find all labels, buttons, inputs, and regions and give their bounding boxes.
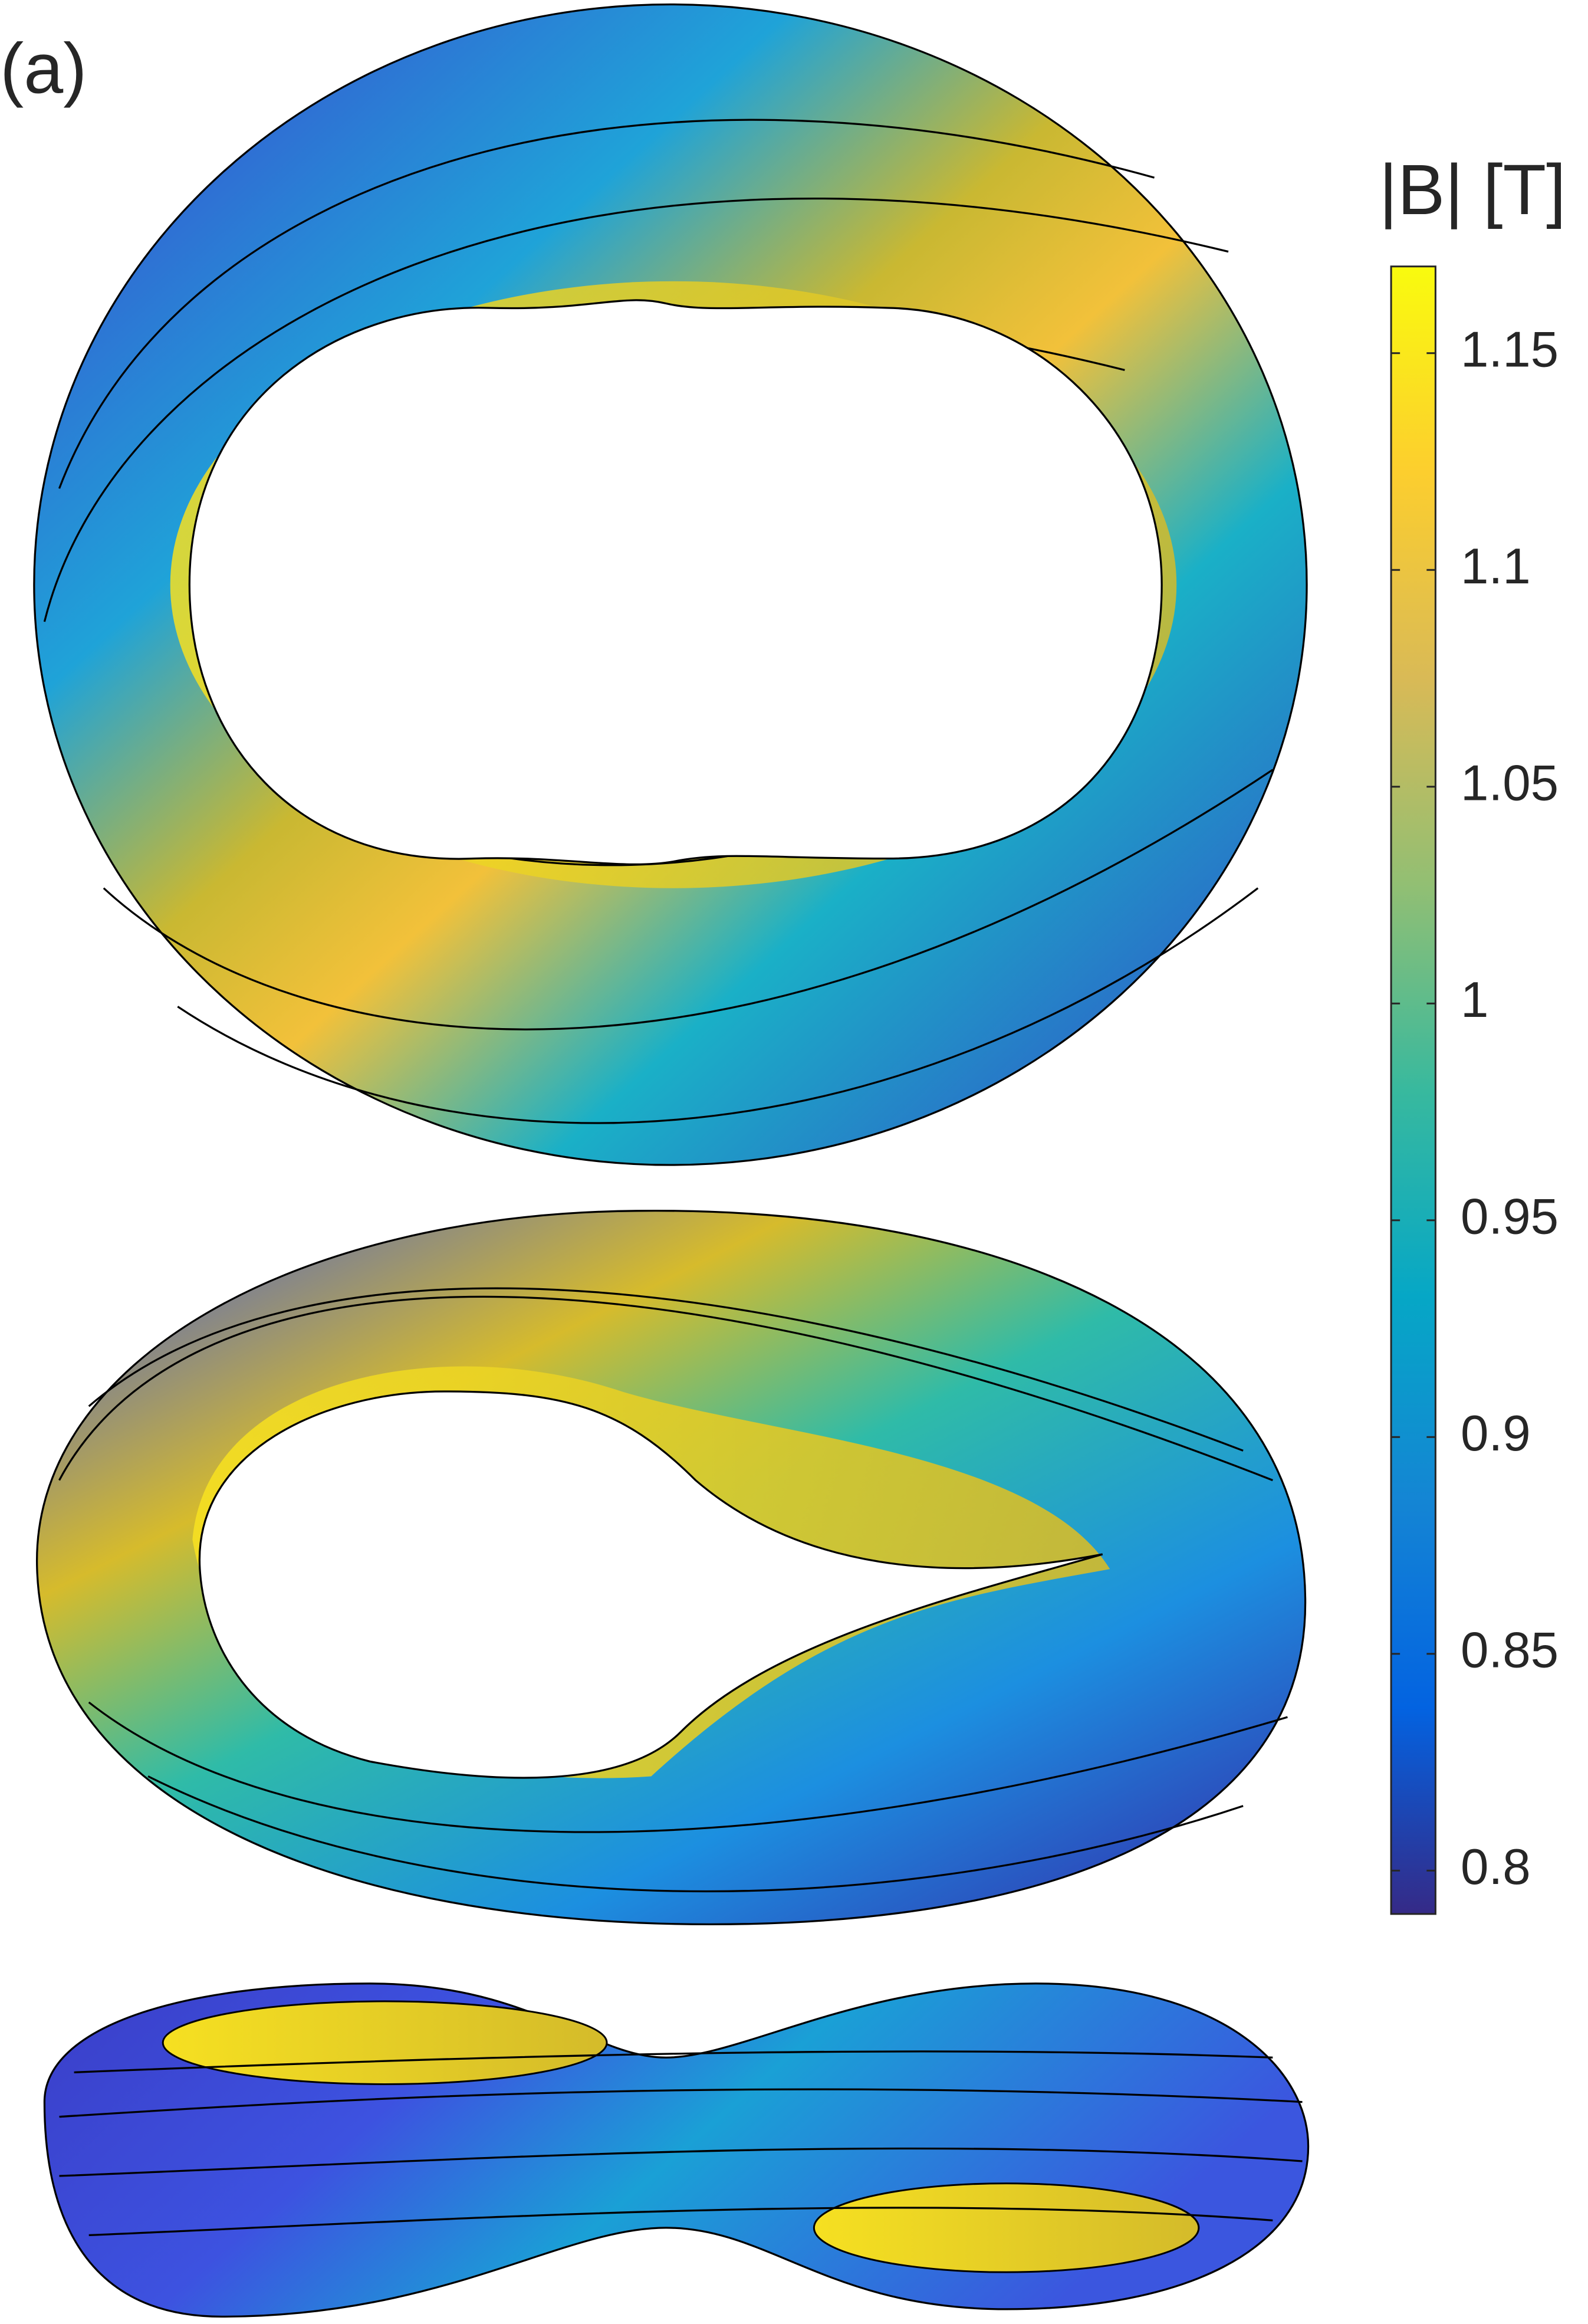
- colorbar: |B| [T] 0.8 0.85 0.9 0.95 1 1.05 1.1 1.15: [1379, 150, 1566, 1915]
- tick-label: 0.9: [1461, 1406, 1531, 1462]
- tick-label: 0.85: [1461, 1622, 1559, 1678]
- torus-oblique-view: [36, 1210, 1307, 1926]
- colorbar-label: |B| [T]: [1379, 150, 1566, 229]
- tick-label: 0.8: [1461, 1839, 1531, 1895]
- tick-label: 1.05: [1461, 755, 1559, 811]
- torus-top-view: [33, 3, 1308, 1166]
- tick-label: 1.1: [1461, 539, 1531, 595]
- tick-label: 0.95: [1461, 1189, 1559, 1245]
- tick-label: 1.15: [1461, 321, 1559, 378]
- tick-label: 1: [1461, 972, 1488, 1028]
- panel-label: (a): [0, 28, 87, 108]
- colorbar-scale: [1390, 265, 1436, 1915]
- torus-side-view: [43, 1982, 1310, 2318]
